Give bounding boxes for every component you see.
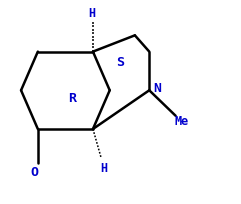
Text: H: H <box>88 7 95 20</box>
Text: N: N <box>153 82 161 95</box>
Text: S: S <box>116 56 125 69</box>
Text: H: H <box>100 161 107 174</box>
Text: O: O <box>30 165 38 178</box>
Text: R: R <box>69 91 77 104</box>
Text: Me: Me <box>174 115 189 128</box>
